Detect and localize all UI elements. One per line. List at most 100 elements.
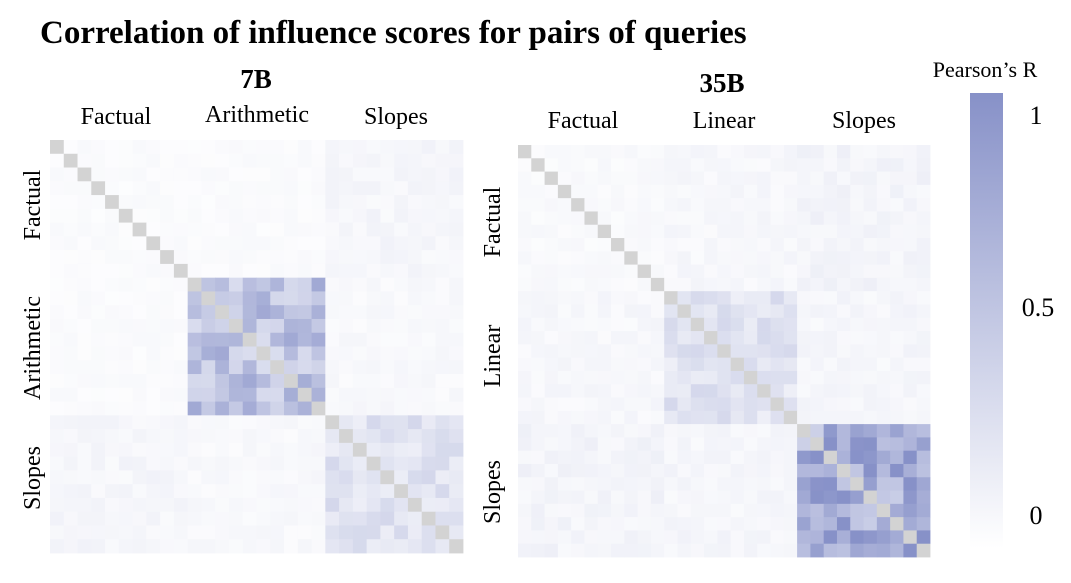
heatmap-7b-cell	[270, 222, 285, 237]
heatmap-7b-cell	[105, 318, 120, 334]
heatmap-7b-cell	[105, 470, 120, 485]
heatmap-7b-cell	[50, 291, 65, 306]
heatmap-35b-cell	[890, 277, 904, 292]
heatmap-7b-cell	[284, 360, 299, 375]
heatmap-35b-cell	[730, 397, 745, 412]
heatmap-35b-cell	[850, 463, 864, 478]
heatmap-7b-cell	[421, 401, 436, 416]
heatmap-35b-cell	[850, 224, 864, 239]
heatmap-35b-cell	[757, 437, 771, 452]
heatmap-7b-cell	[339, 167, 354, 182]
heatmap-35b-cell	[571, 238, 585, 252]
heatmap-35b-cell	[783, 171, 798, 186]
heatmap-35b-cell	[597, 370, 612, 385]
heatmap-35b-cell	[717, 224, 732, 239]
heatmap-35b-cell	[823, 344, 838, 359]
heatmap-7b-cell	[421, 525, 436, 540]
heatmap-7b-cell	[366, 470, 381, 485]
heatmap-7b-cell	[380, 374, 395, 389]
heatmap-35b-cell	[677, 384, 692, 398]
heatmap-7b-cell	[215, 415, 230, 430]
heatmap-7b-cell	[284, 511, 299, 526]
heatmap-35b-cell	[717, 211, 732, 226]
heatmap-35b-cell	[704, 238, 718, 252]
heatmap-7b-cell	[407, 277, 423, 292]
heatmap-35b-cell	[557, 145, 572, 159]
heatmap-35b-cell	[531, 291, 545, 305]
heatmap-35b-cell	[637, 530, 652, 545]
heatmap-35b-cell	[717, 503, 732, 518]
heatmap-7b-cell	[160, 195, 175, 210]
heatmap-35b-cell	[757, 158, 771, 172]
heatmap-35b-cell	[717, 384, 732, 398]
heatmap-35b-cell	[704, 171, 718, 186]
heatmap-7b-cell	[118, 305, 133, 320]
heatmap-35b-cell	[797, 450, 811, 465]
heatmap-7b-cell	[394, 360, 409, 375]
heatmap-35b-cell	[611, 291, 625, 305]
heatmap-35b-cell	[690, 543, 705, 558]
heatmap-35b-cell	[531, 145, 545, 159]
heatmap-7b-cell	[118, 415, 133, 430]
heatmap-35b-cell	[916, 384, 931, 398]
heatmap-7b-cell	[284, 401, 299, 416]
heatmap-7b: 7B Factual Arithmetic Slopes Factual Ari…	[20, 64, 464, 554]
heatmap-35b-cell	[531, 198, 545, 212]
heatmap-35b-cell	[571, 264, 585, 279]
heatmap-7b-cell	[407, 305, 423, 320]
heatmap-7b-cell	[421, 497, 436, 513]
heatmap-7b-cell	[339, 195, 354, 210]
heatmap-7b-cell	[63, 153, 78, 168]
heatmap-7b-cell	[339, 236, 354, 251]
heatmap-35b-cell	[664, 410, 678, 425]
heatmap-7b-cell	[325, 374, 340, 389]
heatmap-7b-cell	[215, 250, 230, 265]
heatmap-35b-cell	[770, 530, 785, 545]
heatmap-7b-cell	[421, 291, 436, 306]
heatmap-7b-cell	[256, 401, 271, 416]
heatmap-35b-cell	[597, 517, 612, 531]
heatmap-7b-cell	[380, 263, 395, 279]
heatmap-35b-cell	[863, 357, 878, 372]
heatmap-7b-cell	[160, 387, 175, 402]
heatmap-7b-cell	[256, 153, 271, 168]
heatmap-35b-cell	[531, 437, 545, 452]
heatmap-35b-cell	[916, 357, 931, 372]
heatmap-35b-cell	[770, 410, 785, 425]
heatmap-35b-cell	[743, 264, 758, 279]
heatmap-35b-cell	[677, 238, 692, 252]
heatmap-7b-cell	[160, 250, 175, 265]
heatmap-7b-cell	[339, 318, 354, 334]
heatmap-35b-cell	[557, 490, 572, 505]
heatmap-35b-cell	[797, 517, 811, 531]
heatmap-35b-cell	[704, 224, 718, 239]
heatmap-35b-cell	[531, 251, 545, 266]
heatmap-35b-cell	[717, 251, 732, 266]
heatmap-35b-cell	[876, 450, 891, 465]
heatmap-7b-side-label-factual: Factual	[20, 169, 46, 240]
heatmap-7b-cell	[270, 291, 285, 306]
heatmap-35b-cell	[850, 370, 864, 385]
heatmap-35b-cell	[557, 158, 572, 172]
heatmap-7b-cell	[242, 497, 257, 513]
heatmap-35b-cell	[611, 251, 625, 266]
heatmap-7b-cell	[352, 195, 368, 210]
heatmap-35b-cell	[783, 463, 798, 478]
heatmap-7b-cell	[187, 181, 202, 196]
heatmap-35b-cell	[664, 211, 678, 226]
heatmap-35b-cell	[863, 238, 878, 252]
heatmap-7b-cell	[118, 374, 133, 389]
heatmap-7b-cell	[91, 484, 106, 499]
heatmap-7b-cell	[270, 140, 285, 155]
heatmap-7b-cell	[132, 305, 147, 320]
heatmap-35b-cell	[797, 224, 811, 239]
heatmap-35b-cell	[677, 277, 692, 292]
heatmap-7b-cell	[449, 401, 464, 416]
heatmap-35b-cell	[650, 384, 665, 398]
heatmap-7b-cell	[449, 291, 464, 306]
heatmap-7b-cell	[270, 167, 285, 182]
heatmap-7b-cell	[50, 236, 65, 251]
heatmap-7b-cell	[242, 291, 257, 306]
heatmap-35b-cell	[863, 171, 878, 186]
heatmap-35b-cell	[823, 291, 838, 305]
